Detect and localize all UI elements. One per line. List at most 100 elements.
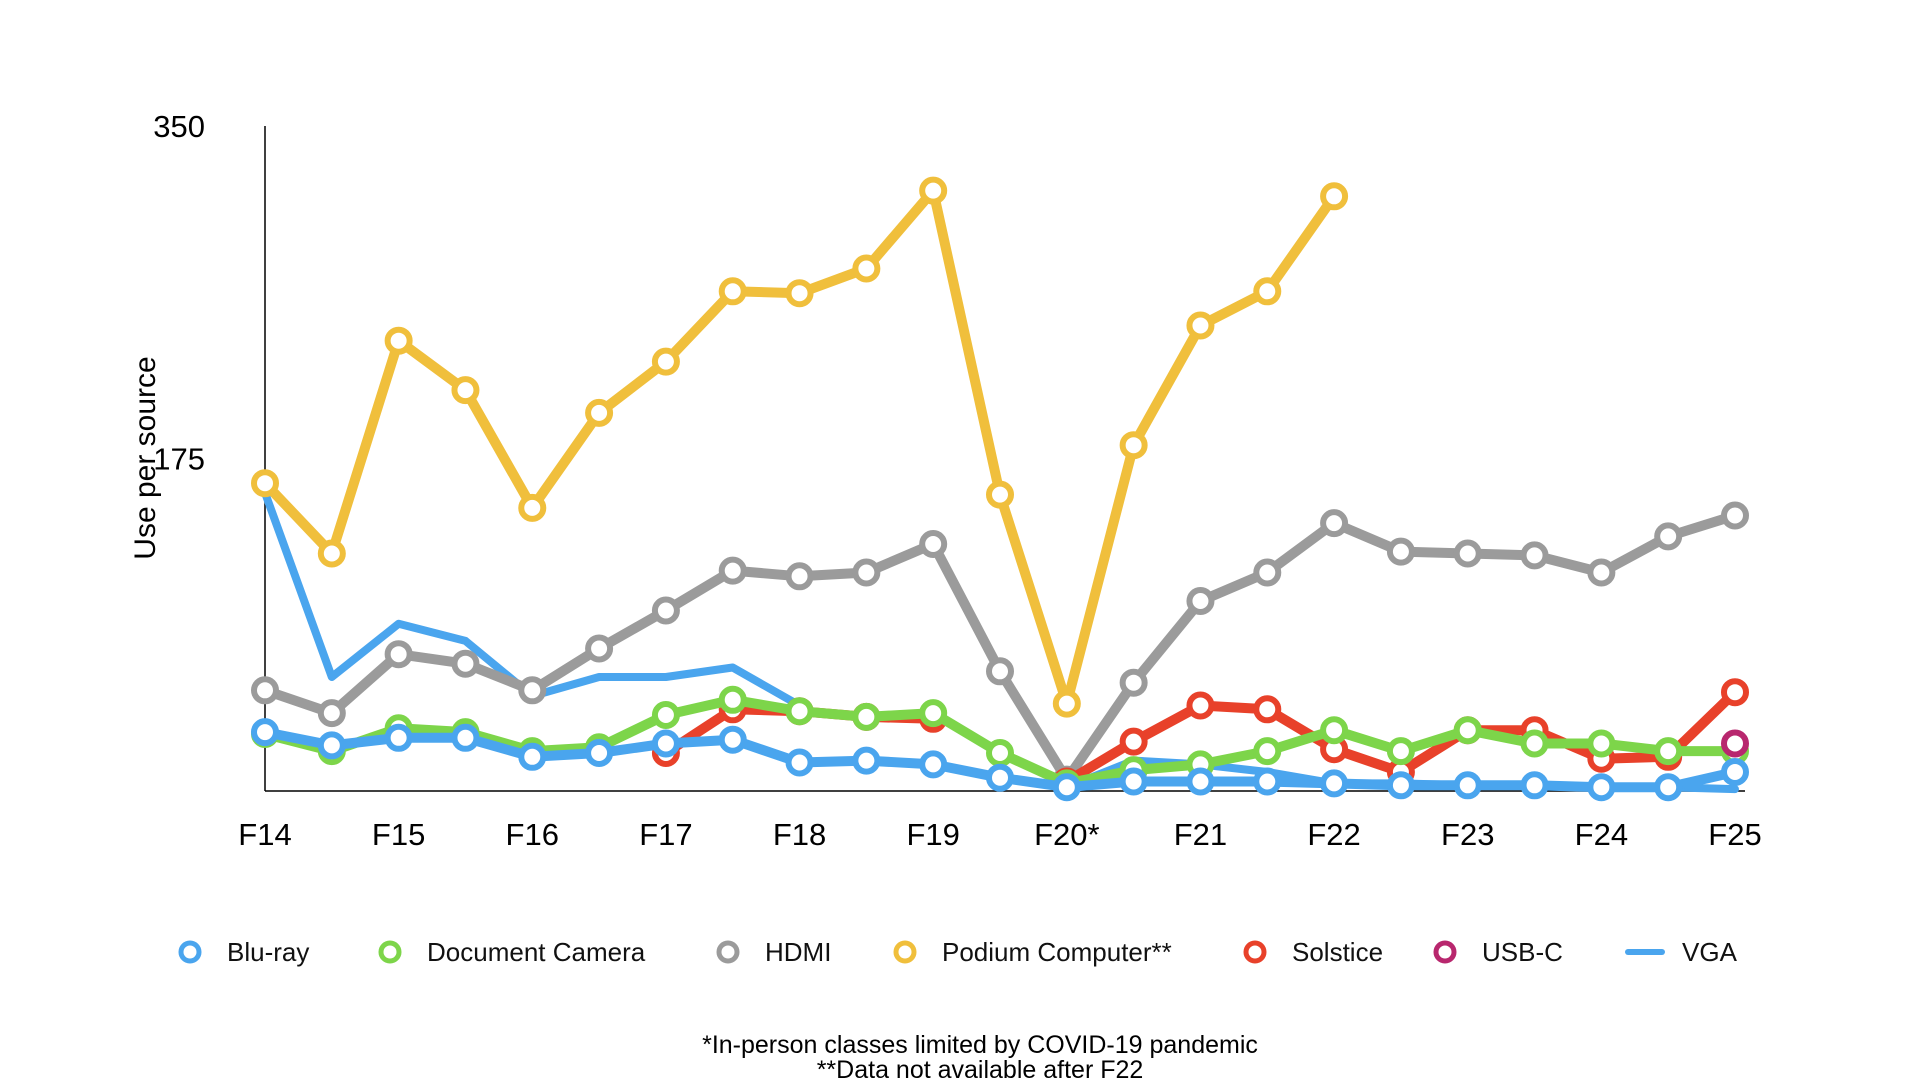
x-tick-label: F17 — [639, 817, 692, 852]
data-point-blu-ray — [1320, 769, 1349, 798]
data-point-blu-ray — [317, 731, 346, 760]
data-point-podium-computer — [1320, 182, 1349, 211]
data-point-blu-ray — [852, 746, 881, 775]
data-point-blu-ray — [384, 723, 413, 752]
data-point-hdmi — [451, 649, 480, 678]
legend-item-usb-c: USB-C — [1433, 937, 1563, 967]
legend-swatch-marker — [1433, 940, 1457, 964]
data-point-document-camera — [1453, 716, 1482, 745]
data-point-solstice — [1253, 695, 1282, 724]
data-point-blu-ray — [1119, 767, 1148, 796]
legend-label: Podium Computer** — [942, 937, 1172, 967]
data-point-hdmi — [585, 634, 614, 663]
data-point-document-camera — [718, 685, 747, 714]
data-point-blu-ray — [1453, 771, 1482, 800]
data-point-blu-ray — [718, 725, 747, 754]
series-layer — [251, 176, 1749, 802]
data-point-blu-ray — [585, 739, 614, 767]
legend-item-vga: VGA — [1625, 937, 1738, 967]
legend-swatch-marker — [893, 940, 917, 964]
data-point-hdmi — [651, 596, 680, 625]
data-point-solstice — [1721, 678, 1749, 707]
footnote-podium-data: **Data not available after F22 — [817, 1056, 1144, 1080]
legend-label: Solstice — [1292, 937, 1383, 967]
data-point-podium-computer — [251, 469, 279, 498]
data-point-podium-computer — [785, 279, 814, 308]
data-point-document-camera — [1520, 729, 1549, 758]
data-point-podium-computer — [986, 480, 1014, 509]
data-point-hdmi — [986, 657, 1014, 686]
y-tick-labels: 175 350 — [153, 109, 205, 477]
data-point-blu-ray — [1253, 767, 1282, 796]
data-point-document-camera — [919, 699, 948, 728]
data-point-hdmi — [1386, 537, 1415, 566]
data-point-blu-ray — [919, 750, 948, 779]
data-point-document-camera — [1654, 737, 1683, 766]
data-point-hdmi — [518, 676, 547, 705]
data-point-blu-ray — [651, 729, 680, 758]
data-point-podium-computer — [451, 376, 480, 405]
x-tick-label: F25 — [1708, 817, 1761, 852]
data-point-document-camera — [1587, 729, 1616, 758]
data-point-blu-ray — [785, 748, 814, 777]
data-point-podium-computer — [317, 539, 346, 568]
data-point-blu-ray — [986, 763, 1014, 792]
data-point-hdmi — [1587, 558, 1616, 587]
legend-item-hdmi: HDMI — [716, 937, 831, 967]
legend-item-document-camera: Document Camera — [378, 937, 646, 967]
series-usb-c — [1721, 729, 1749, 758]
data-point-podium-computer — [1119, 431, 1148, 460]
legend-label: USB-C — [1482, 937, 1563, 967]
data-point-podium-computer — [1186, 311, 1215, 340]
data-point-blu-ray — [251, 718, 279, 747]
data-point-podium-computer — [518, 493, 547, 522]
data-point-podium-computer — [1253, 277, 1282, 306]
data-point-document-camera — [1320, 716, 1349, 745]
legend-item-solstice: Solstice — [1243, 937, 1383, 967]
x-tick-label: F20* — [1034, 817, 1099, 852]
data-point-solstice — [1186, 691, 1215, 720]
axes — [264, 126, 1745, 792]
legend-label: Document Camera — [427, 937, 646, 967]
legend: Blu-ray Document Camera HDMI Podium Compute… — [178, 937, 1738, 967]
data-point-podium-computer — [919, 176, 948, 205]
data-point-usb-c — [1721, 729, 1749, 758]
data-point-podium-computer — [852, 254, 881, 283]
data-point-blu-ray — [1186, 767, 1215, 796]
data-point-hdmi — [785, 562, 814, 591]
legend-swatch-marker — [1243, 940, 1267, 964]
data-point-hdmi — [852, 558, 881, 587]
data-point-document-camera — [1386, 737, 1415, 766]
legend-label: HDMI — [765, 937, 831, 967]
series-podium-computer — [251, 176, 1349, 718]
x-tick-label: F22 — [1307, 817, 1360, 852]
footnote-covid: *In-person classes limited by COVID-19 p… — [702, 1031, 1258, 1059]
data-point-hdmi — [1253, 558, 1282, 587]
data-point-document-camera — [651, 701, 680, 729]
y-tick-label: 175 — [153, 442, 205, 477]
legend-swatch-marker — [716, 940, 740, 964]
series-blu-ray — [251, 718, 1749, 802]
data-point-podium-computer — [585, 398, 614, 427]
series-hdmi — [251, 501, 1749, 794]
legend-swatch-marker — [178, 940, 202, 964]
data-point-blu-ray — [1587, 773, 1616, 802]
data-point-blu-ray — [1386, 771, 1415, 800]
x-tick-label: F23 — [1441, 817, 1494, 852]
data-point-hdmi — [1520, 541, 1549, 570]
data-point-blu-ray — [451, 723, 480, 752]
data-point-hdmi — [384, 640, 413, 669]
data-point-document-camera — [986, 739, 1014, 767]
data-point-hdmi — [1320, 509, 1349, 538]
data-point-blu-ray — [1052, 773, 1081, 802]
data-point-blu-ray — [1721, 758, 1749, 786]
data-point-document-camera — [1253, 737, 1282, 766]
data-point-podium-computer — [718, 277, 747, 306]
data-point-podium-computer — [651, 347, 680, 376]
legend-swatch-marker — [378, 940, 402, 964]
x-tick-label: F19 — [906, 817, 959, 852]
data-point-hdmi — [251, 676, 279, 705]
data-point-document-camera — [852, 702, 881, 731]
legend-item-podium-computer: Podium Computer** — [893, 937, 1172, 967]
data-point-solstice — [1119, 727, 1148, 756]
